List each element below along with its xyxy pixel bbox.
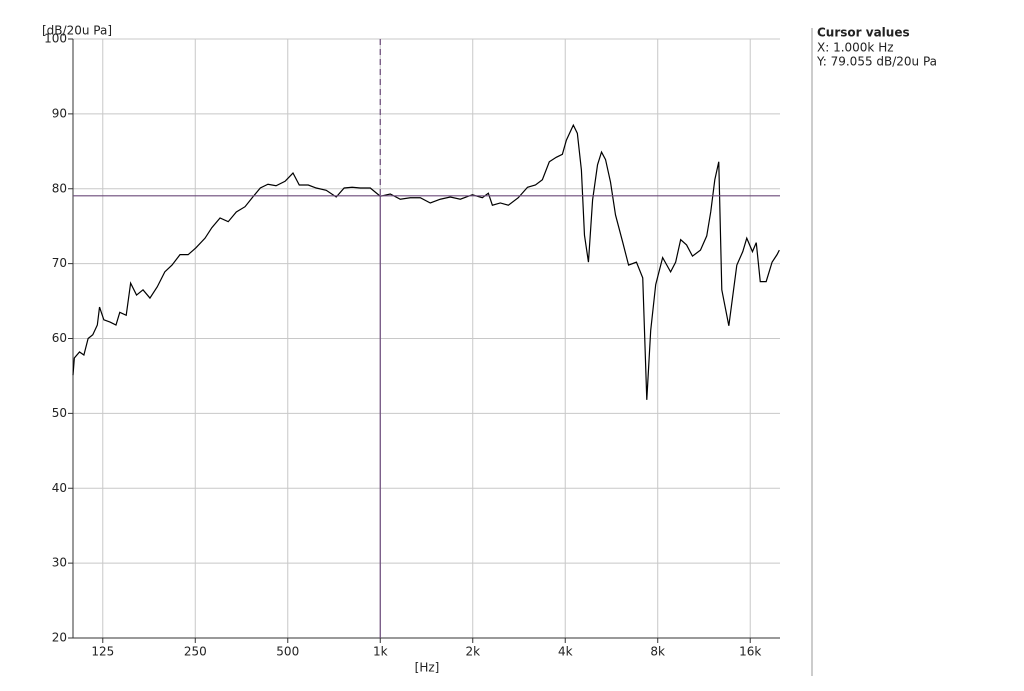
y-tick-label: 40 [52,481,67,495]
x-tick-label: 250 [184,645,207,659]
x-tick-label: 125 [91,645,114,659]
y-tick-label: 60 [52,331,67,345]
y-tick-label: 80 [52,181,67,195]
x-tick-label: 500 [276,645,299,659]
data-line [72,123,780,400]
y-axis-label: [dB/20u Pa] [42,24,112,38]
y-tick-label: 50 [52,406,67,420]
x-tick-label: 8k [650,645,665,659]
cursor-title: Cursor values [817,26,910,40]
cursor-y-label: Y: 79.055 dB/20u Pa [816,55,937,69]
y-tick-label: 30 [52,556,67,570]
x-axis-label: [Hz] [415,661,440,675]
y-tick-label: 100 [44,32,67,46]
x-tick-label: 4k [558,645,573,659]
x-tick-label: 16k [739,645,761,659]
x-tick-label: 1k [373,645,388,659]
x-tick-label: 2k [465,645,480,659]
y-tick-label: 90 [52,106,67,120]
y-tick-label: 70 [52,256,67,270]
y-tick-label: 20 [52,631,67,645]
cursor-x-label: X: 1.000k Hz [817,41,894,55]
